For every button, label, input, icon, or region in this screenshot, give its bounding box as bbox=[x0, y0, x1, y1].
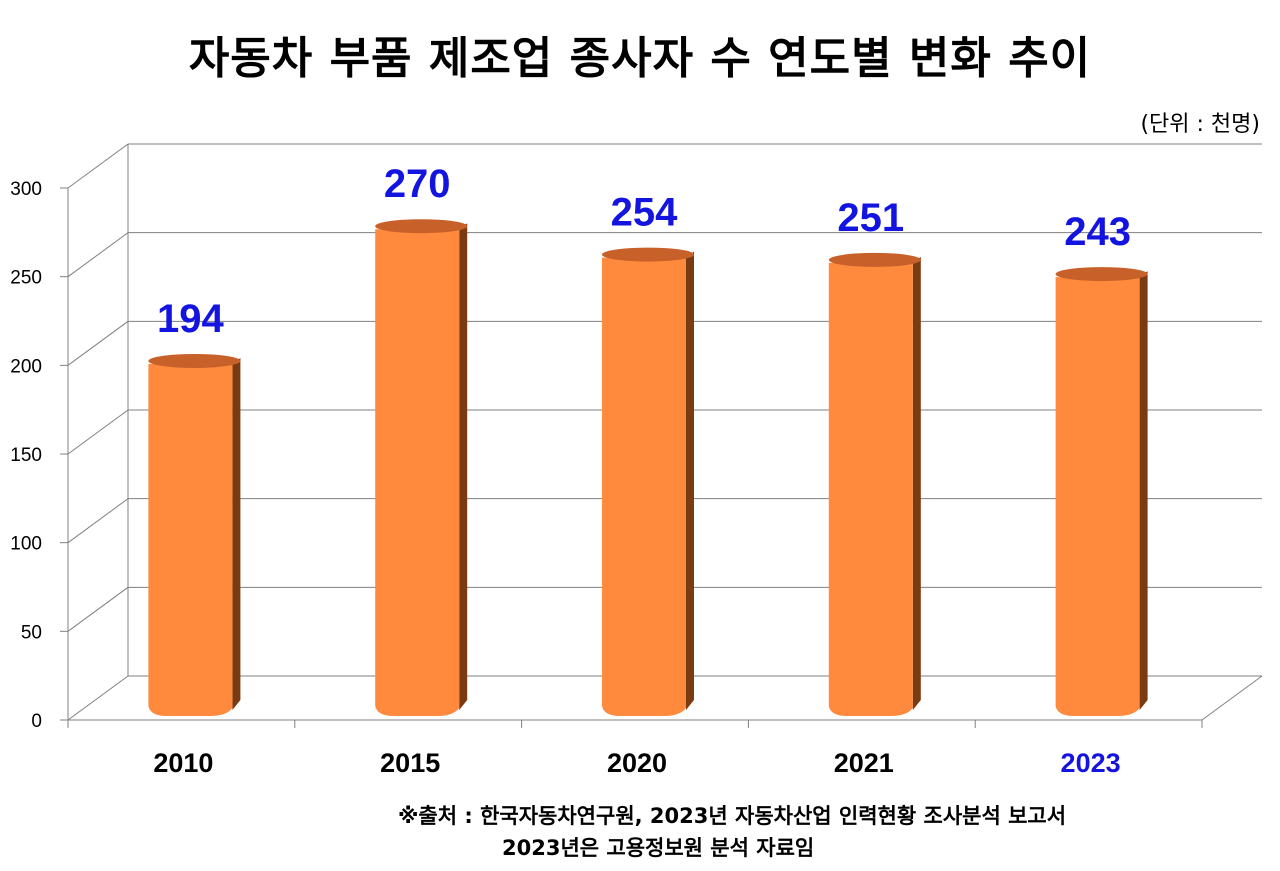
y-tick-label: 150 bbox=[10, 445, 42, 466]
bar bbox=[1055, 277, 1140, 716]
gridline-diagonal bbox=[67, 320, 129, 366]
source-line-1: ※출처 : 한국자동차연구원, 2023년 자동차산업 인력현황 조사분석 보고… bbox=[398, 804, 1067, 828]
x-category-label: 2010 bbox=[153, 748, 213, 778]
gridline-diagonal bbox=[67, 409, 129, 455]
gridline-diagonal bbox=[67, 498, 129, 544]
gridline-diagonal bbox=[67, 143, 129, 189]
value-label: 243 bbox=[1064, 210, 1131, 254]
value-label: 194 bbox=[157, 297, 224, 341]
unit-label: (단위 : 천명) bbox=[1140, 112, 1260, 137]
gridline-diagonal bbox=[67, 675, 129, 721]
source-line-2: 2023년은 고용정보원 분석 자료임 bbox=[502, 836, 815, 860]
x-category-label: 2021 bbox=[834, 748, 894, 778]
bar-side bbox=[459, 223, 468, 710]
bar-top bbox=[1055, 267, 1148, 282]
bar bbox=[148, 363, 233, 716]
y-tick-label: 300 bbox=[10, 179, 42, 200]
value-label: 270 bbox=[384, 162, 451, 206]
gridline-diagonal bbox=[67, 586, 129, 632]
chart-title: 자동차 부품 제조업 종사자 수 연도별 변화 추이 bbox=[188, 33, 1092, 84]
source-note: ※출처 : 한국자동차연구원, 2023년 자동차산업 인력현황 조사분석 보고… bbox=[398, 800, 1066, 864]
bar-side bbox=[686, 251, 694, 710]
bar-top bbox=[602, 247, 694, 262]
y-tick-label: 250 bbox=[10, 268, 42, 289]
value-label: 251 bbox=[837, 196, 904, 240]
y-tick-label: 200 bbox=[10, 356, 42, 377]
y-tick-label: 100 bbox=[10, 534, 42, 555]
bar bbox=[375, 229, 460, 716]
y-tick-label: 50 bbox=[21, 622, 42, 643]
value-label: 254 bbox=[611, 191, 678, 235]
x-category-label: 2020 bbox=[607, 748, 667, 778]
bar bbox=[828, 262, 913, 716]
bar-side bbox=[1139, 271, 1148, 710]
x-category-label: 2015 bbox=[380, 748, 440, 778]
bar-top bbox=[148, 353, 241, 368]
x-category-label: 2023 bbox=[1061, 748, 1121, 778]
bar-top bbox=[828, 252, 921, 267]
bar bbox=[602, 257, 686, 716]
bar-side bbox=[232, 357, 241, 710]
bar-side bbox=[912, 256, 921, 710]
gridline-diagonal bbox=[67, 232, 129, 278]
floor-right-edge bbox=[1201, 675, 1263, 721]
bar-top bbox=[375, 219, 468, 234]
y-tick-label: 0 bbox=[31, 711, 42, 732]
